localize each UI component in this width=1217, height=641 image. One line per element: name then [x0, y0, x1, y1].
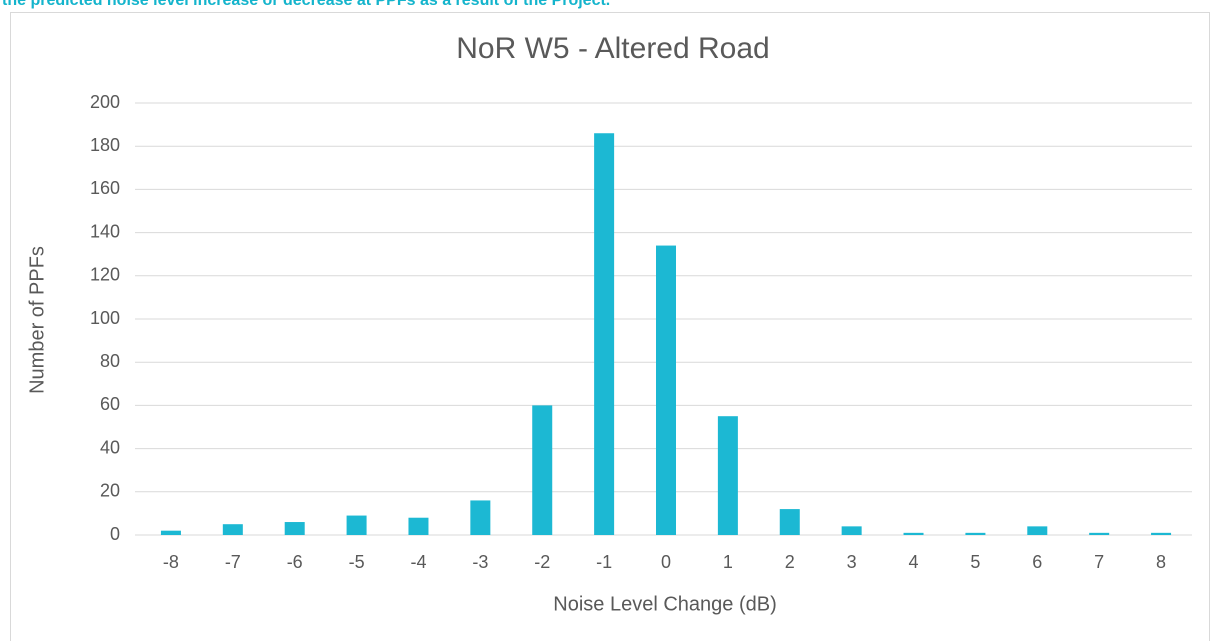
bar	[841, 526, 862, 535]
caption: the predicted noise level increase or de…	[2, 0, 610, 9]
x-axis-label: Noise Level Change (dB)	[553, 593, 776, 615]
y-tick-label: 100	[90, 308, 120, 328]
x-tick-label: 7	[1094, 552, 1104, 572]
x-tick-label: -7	[225, 552, 241, 572]
bar	[284, 522, 305, 535]
bar	[532, 405, 553, 535]
x-tick-label: 3	[847, 552, 857, 572]
bar	[594, 133, 615, 536]
x-tick-label: -6	[287, 552, 303, 572]
x-tick-label: -2	[534, 552, 550, 572]
x-tick-label: 0	[661, 552, 671, 572]
y-tick-label: 160	[90, 178, 120, 198]
bar	[1151, 532, 1172, 535]
y-axis-label: Number of PPFs	[26, 246, 48, 394]
y-tick-label: 40	[100, 437, 120, 457]
x-tick-label: 1	[723, 552, 733, 572]
bar	[346, 515, 367, 535]
bar	[717, 416, 738, 535]
x-tick-label: -5	[349, 552, 365, 572]
y-tick-label: 60	[100, 394, 120, 414]
x-tick-label: -3	[472, 552, 488, 572]
y-tick-label: 80	[100, 351, 120, 371]
x-tick-label: -8	[163, 552, 179, 572]
y-tick-label: 140	[90, 221, 120, 241]
x-tick-label: 6	[1032, 552, 1042, 572]
y-tick-label: 120	[90, 265, 120, 285]
bar	[903, 532, 924, 535]
x-tick-label: -4	[410, 552, 426, 572]
bar	[965, 532, 986, 535]
y-tick-label: 200	[90, 92, 120, 112]
x-tick-label: 4	[909, 552, 919, 572]
y-tick-label: 20	[100, 481, 120, 501]
bar	[1027, 526, 1048, 535]
x-tick-label: 2	[785, 552, 795, 572]
bar	[779, 509, 800, 535]
x-tick-label: 5	[970, 552, 980, 572]
x-tick-label: 8	[1156, 552, 1166, 572]
bar	[160, 530, 181, 535]
bar	[1089, 532, 1110, 535]
chart-title: NoR W5 - Altered Road	[456, 32, 769, 65]
y-tick-label: 0	[110, 524, 120, 544]
bar	[656, 245, 676, 535]
bar	[408, 517, 429, 535]
bar	[222, 524, 243, 535]
y-tick-label: 180	[90, 135, 120, 155]
bar	[470, 500, 491, 535]
x-tick-label: -1	[596, 552, 612, 572]
